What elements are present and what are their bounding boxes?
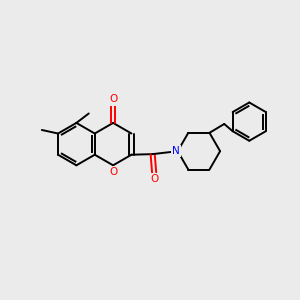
Text: O: O xyxy=(109,94,117,104)
Text: N: N xyxy=(172,146,180,156)
Text: O: O xyxy=(110,167,118,177)
Text: O: O xyxy=(150,174,158,184)
